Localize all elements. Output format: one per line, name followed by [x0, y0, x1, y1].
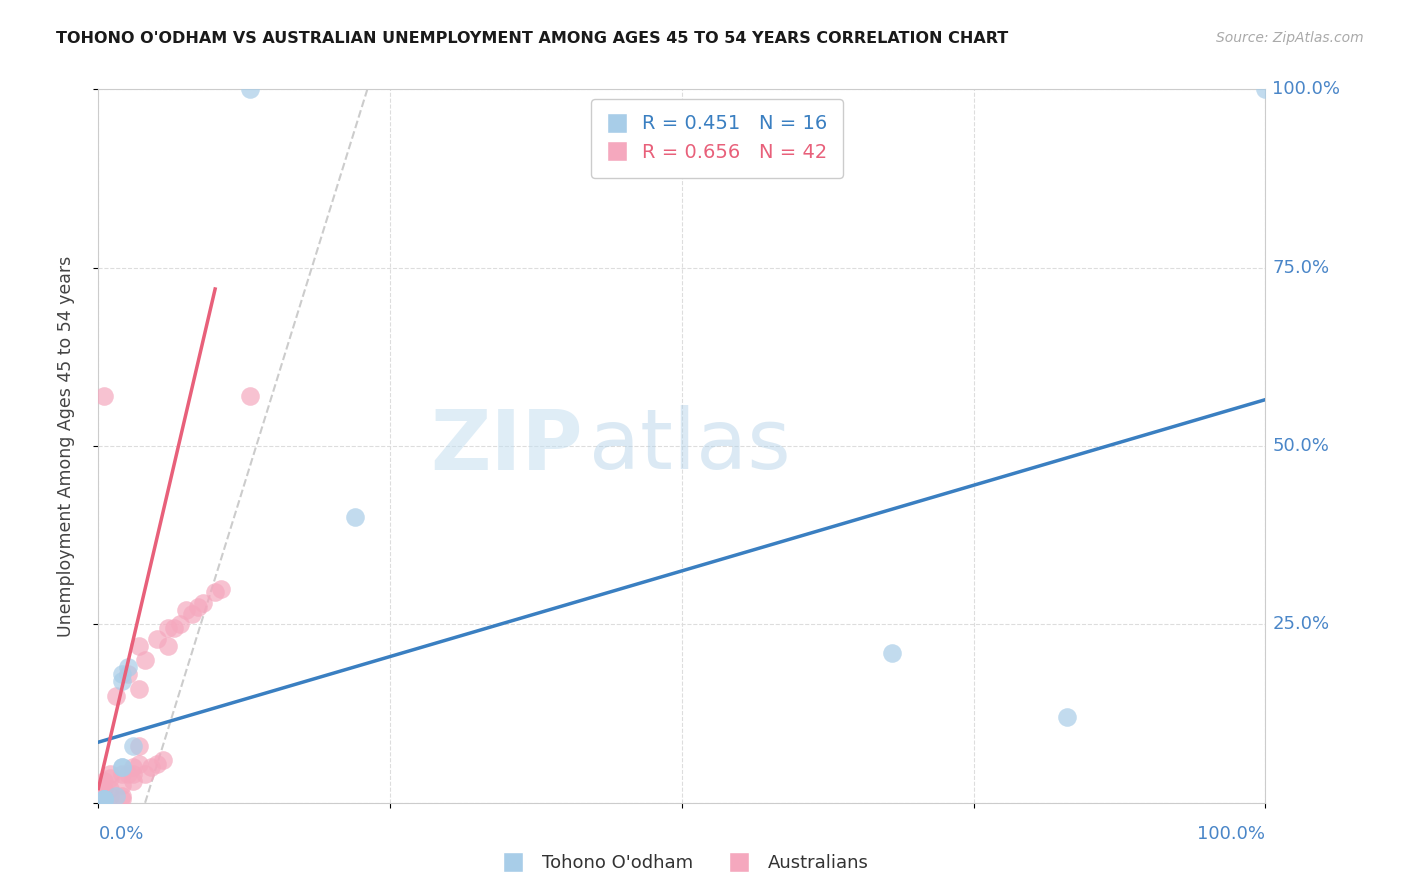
Text: ZIP: ZIP	[430, 406, 582, 486]
Point	[93, 792, 115, 806]
Text: 25.0%: 25.0%	[1272, 615, 1330, 633]
Point	[104, 689, 127, 703]
Text: atlas: atlas	[589, 406, 790, 486]
Point	[122, 739, 145, 753]
Point	[117, 660, 139, 674]
Point	[93, 774, 115, 789]
Point	[128, 639, 150, 653]
Point	[157, 621, 180, 635]
Point	[122, 760, 145, 774]
Point	[93, 781, 115, 796]
Point	[104, 789, 127, 803]
Point	[344, 510, 367, 524]
Text: TOHONO O'ODHAM VS AUSTRALIAN UNEMPLOYMENT AMONG AGES 45 TO 54 YEARS CORRELATION : TOHONO O'ODHAM VS AUSTRALIAN UNEMPLOYMEN…	[56, 31, 1008, 46]
Y-axis label: Unemployment Among Ages 45 to 54 years: Unemployment Among Ages 45 to 54 years	[56, 255, 75, 637]
Point	[163, 621, 186, 635]
Point	[139, 760, 162, 774]
Text: 75.0%: 75.0%	[1272, 259, 1330, 277]
Point	[93, 792, 115, 806]
Point	[111, 792, 134, 806]
Point	[239, 82, 262, 96]
Point	[128, 681, 150, 696]
Point	[134, 653, 156, 667]
Text: 50.0%: 50.0%	[1272, 437, 1329, 455]
Point	[1254, 82, 1277, 96]
Point	[98, 789, 121, 803]
Point	[146, 632, 169, 646]
Point	[98, 771, 121, 785]
Point	[1056, 710, 1078, 724]
Point	[880, 646, 903, 660]
Text: 100.0%: 100.0%	[1198, 825, 1265, 843]
Point	[187, 599, 209, 614]
Text: Source: ZipAtlas.com: Source: ZipAtlas.com	[1216, 31, 1364, 45]
Point	[128, 756, 150, 771]
Point	[174, 603, 197, 617]
Point	[93, 789, 115, 803]
Point	[117, 667, 139, 681]
Point	[128, 739, 150, 753]
Point	[93, 781, 115, 796]
Point	[122, 767, 145, 781]
Point	[209, 582, 232, 596]
Point	[152, 753, 174, 767]
Point	[93, 792, 115, 806]
Point	[117, 767, 139, 781]
Point	[98, 781, 121, 796]
Point	[93, 789, 115, 803]
Point	[98, 767, 121, 781]
Point	[169, 617, 191, 632]
Point	[111, 778, 134, 792]
Legend: Tohono O'odham, Australians: Tohono O'odham, Australians	[488, 847, 876, 880]
Point	[93, 389, 115, 403]
Point	[93, 792, 115, 806]
Point	[157, 639, 180, 653]
Point	[93, 792, 115, 806]
Point	[180, 607, 202, 621]
Point	[193, 596, 215, 610]
Point	[146, 756, 169, 771]
Point	[111, 760, 134, 774]
Point	[134, 767, 156, 781]
Point	[122, 774, 145, 789]
Point	[239, 389, 262, 403]
Point	[111, 767, 134, 781]
Point	[111, 667, 134, 681]
Point	[111, 674, 134, 689]
Point	[204, 585, 226, 599]
Point	[111, 760, 134, 774]
Text: 100.0%: 100.0%	[1272, 80, 1340, 98]
Point	[111, 789, 134, 803]
Text: 0.0%: 0.0%	[98, 825, 143, 843]
